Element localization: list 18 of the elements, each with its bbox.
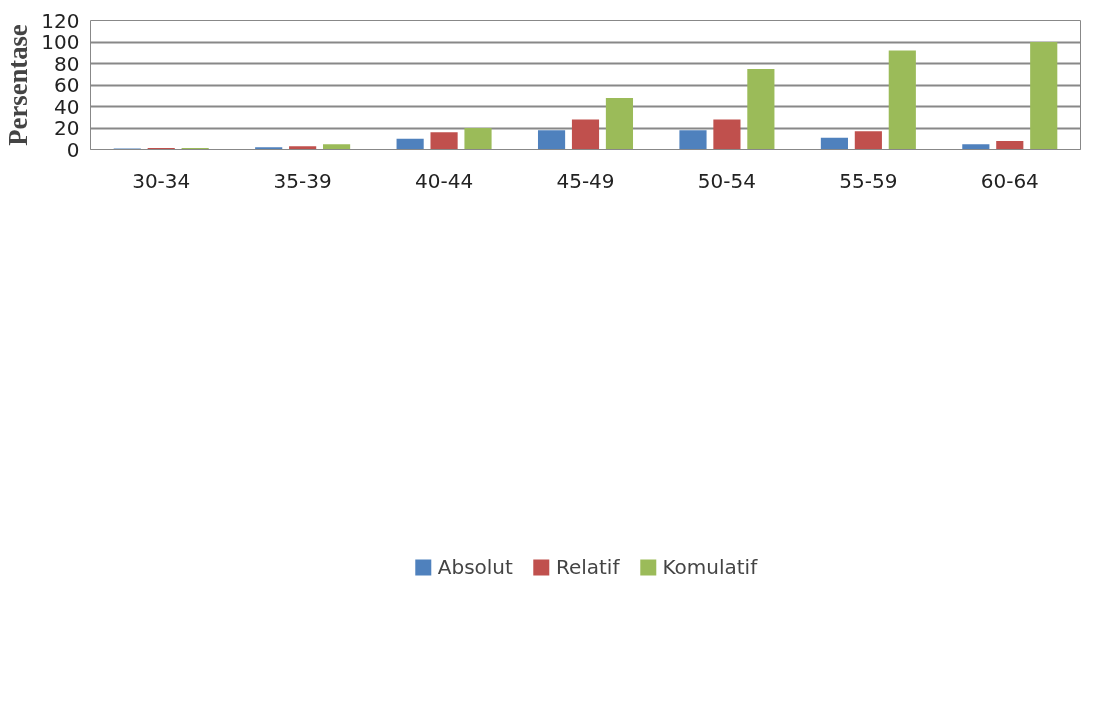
y-tick-label: 80 bbox=[54, 51, 80, 76]
y-tick-label: 100 bbox=[41, 30, 80, 54]
x-tick-label: 60-64 bbox=[980, 168, 1039, 193]
y-axis-title: Persentase bbox=[3, 24, 34, 146]
y-tick-label: 120 bbox=[41, 8, 80, 33]
x-tick-label: 40-44 bbox=[415, 168, 474, 193]
y-tick-label: 40 bbox=[54, 94, 80, 119]
legend-label: Relatif bbox=[555, 554, 620, 579]
x-tick-label: 55-59 bbox=[839, 168, 898, 193]
x-tick-label: 50-54 bbox=[697, 168, 756, 193]
x-tick-label: 30-34 bbox=[132, 168, 191, 193]
x-tick-label: 45-49 bbox=[556, 168, 615, 193]
y-tick-label: 0 bbox=[66, 137, 80, 162]
y-tick-label: 60 bbox=[54, 73, 80, 97]
x-tick-label: 35-39 bbox=[273, 168, 332, 193]
y-tick-label: 20 bbox=[54, 116, 80, 140]
legend-label: Komulatif bbox=[662, 554, 758, 579]
legend-label: Absolut bbox=[437, 554, 513, 579]
